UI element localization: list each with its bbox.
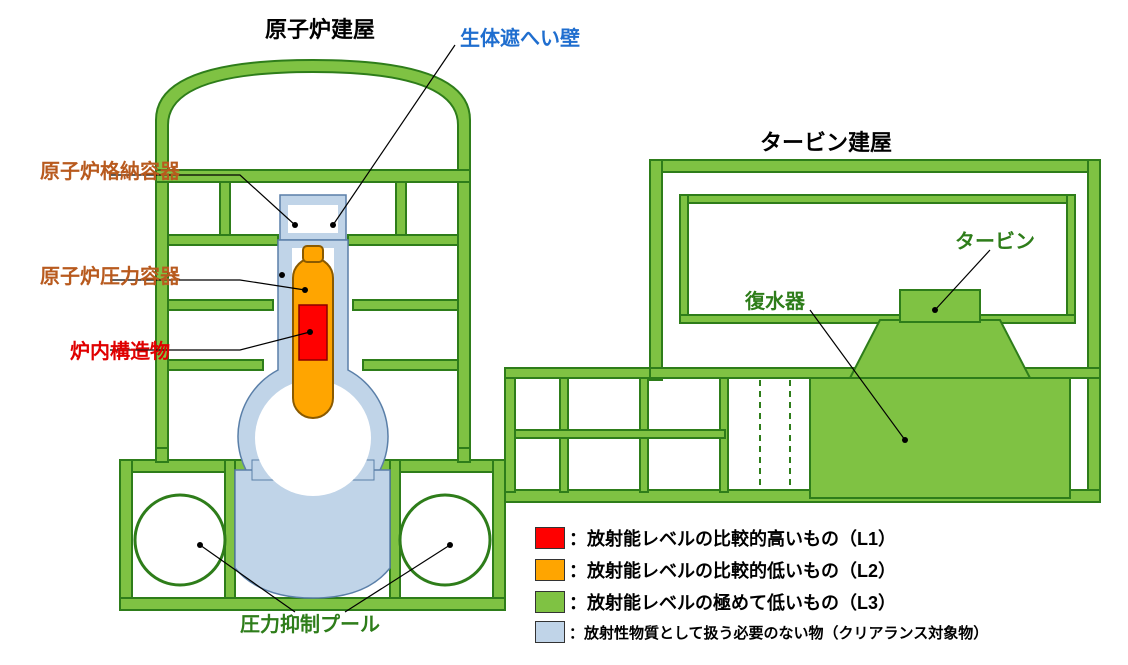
legend-row-l3: ：放射能レベルの極めて低いもの（L3） <box>535 589 988 615</box>
legend-row-l2: ：放射能レベルの比較的低いもの（L2） <box>535 557 988 583</box>
legend-text-cl: ：放射性物質として扱う必要のない物（クリアランス対象物） <box>569 622 988 643</box>
suppression-pool-right <box>400 495 490 585</box>
legend-row-cl: ：放射性物質として扱う必要のない物（クリアランス対象物） <box>535 621 988 643</box>
reactor-building-title: 原子炉建屋 <box>265 12 375 44</box>
legend-text-l1: ：放射能レベルの比較的高いもの（L1） <box>569 525 896 551</box>
internals-label: 炉内構造物 <box>70 335 170 364</box>
legend-row-l1: ：放射能レベルの比較的高いもの（L1） <box>535 525 988 551</box>
suppression-pool-left <box>135 495 225 585</box>
legend: ：放射能レベルの比較的高いもの（L1） ：放射能レベルの比較的低いもの（L2） … <box>535 525 988 649</box>
condenser-label: 復水器 <box>745 285 805 314</box>
legend-text-l2: ：放射能レベルの比較的低いもの（L2） <box>569 557 896 583</box>
legend-text-l3: ：放射能レベルの極めて低いもの（L3） <box>569 589 896 615</box>
core-internals <box>299 305 327 360</box>
turbine-label: タービン <box>955 225 1035 254</box>
suppression-pool-label: 圧力抑制プール <box>240 608 380 637</box>
pressure-vessel-label: 原子炉圧力容器 <box>40 260 180 289</box>
containment-label: 原子炉格納容器 <box>40 155 180 184</box>
turbine-building-title: タービン建屋 <box>760 125 892 157</box>
legend-swatch-cl <box>535 621 565 643</box>
legend-swatch-l3 <box>535 591 565 613</box>
legend-swatch-l2 <box>535 559 565 581</box>
bio-shield-label: 生体遮へい壁 <box>460 22 580 51</box>
legend-swatch-l1 <box>535 527 565 549</box>
